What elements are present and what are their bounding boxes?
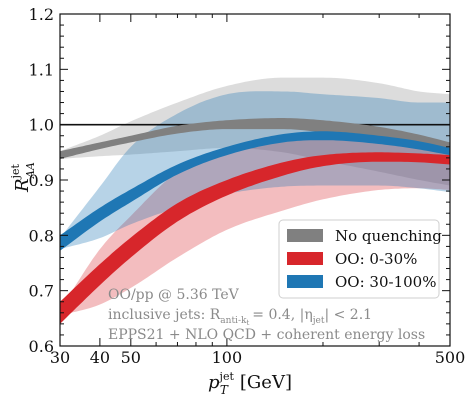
x-tick-label: 40 — [90, 348, 110, 367]
y-axis-label-sub: AA — [24, 162, 37, 179]
y-axis-label: Rjet AA — [9, 162, 37, 193]
x-tick-label: 30 — [50, 348, 70, 367]
legend-label-no-quenching: No quenching — [335, 227, 442, 245]
annotation-jets: inclusive jets: Ranti-kt = 0.4, |ηjet| < … — [108, 307, 372, 327]
center-oo-30-100 — [60, 131, 450, 251]
legend-label-oo-0-30: OO: 0-30% — [335, 250, 417, 268]
y-tick-label: 0.6 — [29, 337, 54, 356]
annotation-jets-prefix: inclusive jets: R — [108, 307, 221, 323]
legend-swatch-oo-0-30 — [287, 252, 323, 265]
y-tick-label: 0.9 — [29, 171, 54, 190]
legend-swatch-no-quenching — [287, 229, 323, 242]
band-oo-0-30 — [60, 138, 450, 316]
y-tick-label: 1.2 — [29, 5, 54, 24]
x-axis-label-sup: jet — [218, 370, 235, 383]
axis-ticks — [59, 13, 451, 347]
annotation-jets-end: | < 2.1 — [324, 307, 372, 323]
x-axis-label: pjet T [GeV] — [208, 370, 292, 397]
tick-labels: 0.6 0.7 0.8 0.9 1.0 1.1 1.2 30 40 50 100 500 — [29, 5, 466, 367]
annotation-jets-sub1: anti-k — [220, 316, 247, 326]
legend-swatch-oo-30-100 — [287, 275, 323, 288]
annotation-jets-sub3: jet — [312, 316, 325, 326]
x-axis-label-sub: T — [220, 383, 229, 397]
annotation-collision: OO/pp @ 5.36 TeV — [108, 287, 240, 303]
y-axis-label-sup: jet — [9, 164, 22, 181]
x-axis-label-unit: [GeV] — [240, 372, 292, 393]
legend-label-oo-30-100: OO: 30-100% — [335, 273, 436, 291]
legend: No quenching OO: 0-30% OO: 30-100% — [278, 219, 442, 299]
y-tick-label: 1.1 — [29, 60, 54, 79]
annotation-jets-eq: = 0.4, |η — [252, 307, 312, 323]
y-tick-label: 0.7 — [29, 282, 54, 301]
y-tick-label: 1.0 — [29, 116, 54, 135]
x-axis-label-main: p — [208, 372, 220, 393]
y-axis-label-main: R — [12, 178, 33, 193]
x-tick-label: 500 — [435, 348, 466, 367]
annotation-model: EPPS21 + NLO QCD + coherent energy loss — [108, 327, 425, 343]
y-tick-label: 0.8 — [29, 226, 54, 245]
center-oo-0-30 — [60, 152, 450, 324]
annotation-jets-sub2: t — [246, 319, 249, 327]
center-no-quenching — [60, 118, 450, 159]
x-tick-label: 100 — [212, 348, 243, 367]
central-bands — [60, 118, 450, 324]
x-tick-label: 50 — [121, 348, 141, 367]
